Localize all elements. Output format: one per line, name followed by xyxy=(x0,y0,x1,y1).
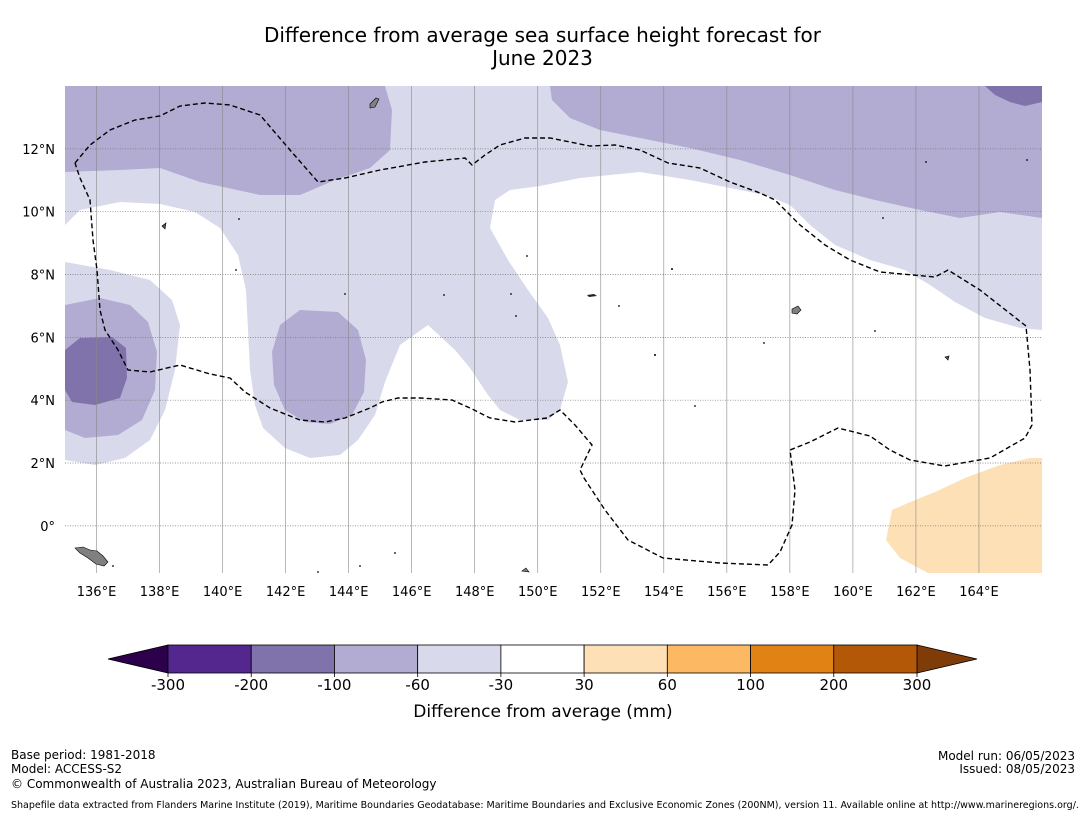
anomaly-field-purple-northeast xyxy=(985,86,1042,106)
colorbar-swatch xyxy=(167,644,252,674)
atoll-20 xyxy=(112,565,114,567)
latitude-labels: 12°N 10°N 8°N 6°N 4°N 2°N 0° xyxy=(22,143,55,535)
atoll-10 xyxy=(671,268,673,270)
colorbar-tick-label: -300 xyxy=(151,676,185,694)
colorbar-swatch xyxy=(334,644,419,674)
latitude-label: 6°N xyxy=(31,331,56,346)
colorbar-label: Difference from average (mm) xyxy=(413,702,672,722)
colorbar-swatch xyxy=(833,644,918,674)
latitude-label: 8°N xyxy=(31,269,56,284)
colorbar-tick-label: -60 xyxy=(405,676,430,694)
colorbar-tick-label: 200 xyxy=(819,676,848,694)
chart-title-line2: June 2023 xyxy=(492,46,593,70)
eez-boundary-north xyxy=(74,102,1033,566)
model-run-text: Model run: 06/05/2023 xyxy=(937,749,1075,763)
atoll-3 xyxy=(344,293,346,295)
island-small-b xyxy=(161,222,167,230)
longitude-label: 148°E xyxy=(455,585,495,600)
colorbar-tick-label: 30 xyxy=(575,676,594,694)
maritime-boundaries xyxy=(74,102,1033,566)
atoll-11 xyxy=(694,405,696,407)
longitude-label: 160°E xyxy=(833,585,873,600)
atoll-15 xyxy=(925,161,927,163)
colorbar-swatch xyxy=(500,644,585,674)
longitude-label: 154°E xyxy=(644,585,684,600)
longitude-label: 156°E xyxy=(707,585,747,600)
longitude-label: 158°E xyxy=(770,585,810,600)
longitude-labels: 136°E 138°E 140°E 142°E 144°E 146°E 148°E 150°E… xyxy=(77,585,999,600)
model-text: Model: ACCESS-S2 xyxy=(11,762,123,776)
colorbar-over-arrow xyxy=(916,644,978,674)
island-small-d xyxy=(587,294,597,297)
colorbar-tick-label: 100 xyxy=(736,676,765,694)
base-period-text: Base period: 1981-2018 xyxy=(11,748,156,762)
atoll-12 xyxy=(763,342,765,344)
colorbar-swatch xyxy=(250,644,335,674)
atoll-19 xyxy=(317,571,319,573)
longitude-label: 144°E xyxy=(329,585,369,600)
island-small-c xyxy=(944,355,950,361)
island-pohnpei xyxy=(791,305,802,315)
graticule xyxy=(65,86,1042,573)
atoll-9 xyxy=(654,354,656,356)
colorbar-tick-label: 300 xyxy=(903,676,932,694)
land-masses xyxy=(74,97,1028,573)
colorbar-swatch xyxy=(417,644,502,674)
longitude-label: 142°E xyxy=(266,585,306,600)
island-small-a xyxy=(521,567,530,573)
colorbar-tick-label: -30 xyxy=(489,676,514,694)
atoll-18 xyxy=(394,552,396,554)
anomaly-field-lavender-north xyxy=(65,86,392,195)
atoll-1 xyxy=(238,218,240,220)
anomaly-field-lavender-northeast xyxy=(550,86,1042,218)
atoll-14 xyxy=(882,217,884,219)
longitude-label: 164°E xyxy=(959,585,999,600)
latitude-label: 4°N xyxy=(31,394,56,409)
latitude-label: 2°N xyxy=(31,457,56,472)
atoll-4 xyxy=(443,294,445,296)
island-guam xyxy=(369,97,380,109)
latitude-label: 12°N xyxy=(22,143,55,158)
longitude-label: 162°E xyxy=(896,585,936,600)
colorbar: -300 -200 -100 -60 -30 30 60 100 200 300 xyxy=(107,644,978,694)
atoll-17 xyxy=(359,565,361,567)
chart-title-line1: Difference from average sea surface heig… xyxy=(263,23,822,47)
colorbar-swatch xyxy=(750,644,835,674)
anomaly-fields xyxy=(65,86,1042,573)
latitude-label: 0° xyxy=(40,520,55,535)
latitude-label: 10°N xyxy=(22,206,55,221)
anomaly-field-purple-west xyxy=(65,337,127,405)
atoll-7 xyxy=(526,255,528,257)
shapefile-credit-text: Shapefile data extracted from Flanders M… xyxy=(11,800,1079,811)
longitude-label: 138°E xyxy=(140,585,180,600)
longitude-label: 152°E xyxy=(581,585,621,600)
copyright-text: © Commonwealth of Australia 2023, Austra… xyxy=(11,777,437,791)
colorbar-tick-label: 60 xyxy=(658,676,677,694)
issued-text: Issued: 08/05/2023 xyxy=(959,762,1075,776)
atoll-13 xyxy=(874,330,876,332)
colorbar-swatch xyxy=(666,644,751,674)
colorbar-swatch xyxy=(583,644,668,674)
atoll-16 xyxy=(1026,159,1028,161)
longitude-label: 140°E xyxy=(203,585,243,600)
colorbar-tick-label: -100 xyxy=(317,676,351,694)
colorbar-tick-label: -200 xyxy=(234,676,268,694)
atoll-2 xyxy=(235,269,237,271)
longitude-label: 150°E xyxy=(518,585,558,600)
atoll-5 xyxy=(510,293,512,295)
longitude-label: 136°E xyxy=(77,585,117,600)
anomaly-field-lavender-central xyxy=(272,310,366,424)
anomaly-field-light-orange xyxy=(886,458,1042,573)
atoll-6 xyxy=(515,315,517,317)
atoll-8 xyxy=(618,305,620,307)
colorbar-under-arrow xyxy=(107,644,169,674)
longitude-label: 146°E xyxy=(392,585,432,600)
island-palau xyxy=(74,546,109,567)
